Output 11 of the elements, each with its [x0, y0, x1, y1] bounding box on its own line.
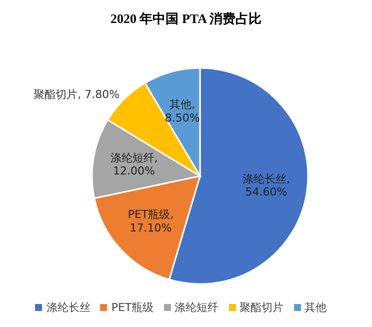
- chart-title: 2020 年中国 PTA 消费占比: [109, 10, 263, 28]
- data-label: 其他,8.50%: [164, 98, 200, 124]
- legend-label: 涤纶短纤: [174, 301, 219, 314]
- data-label: 聚酯切片, 7.80%: [34, 88, 120, 102]
- data-label: PET瓶级,17.10%: [128, 208, 174, 234]
- legend-label: 聚酯切片: [240, 301, 284, 314]
- legend-label: PET瓶级: [111, 301, 154, 314]
- legend-label: 涤纶长丝: [46, 301, 90, 314]
- data-label: 涤纶长丝,54.60%: [242, 172, 290, 199]
- legend-label: 其他: [304, 301, 327, 314]
- data-label: 涤纶短纤,12.00%: [110, 151, 158, 178]
